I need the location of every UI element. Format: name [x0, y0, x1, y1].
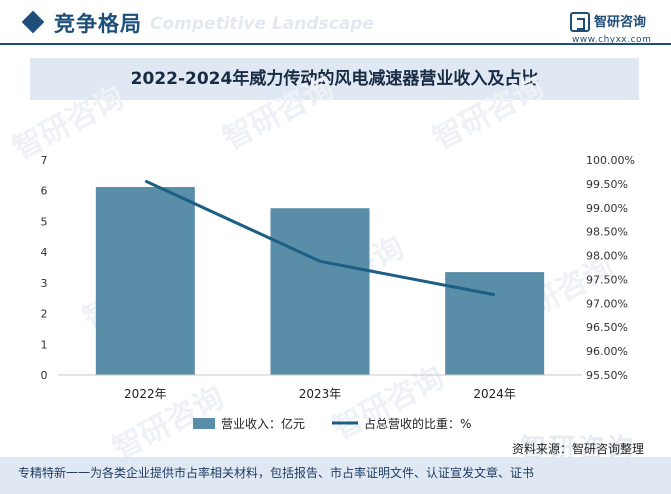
- footer-band: [0, 457, 671, 494]
- legend-line-label: 占总营收的比重：%: [364, 416, 471, 431]
- y-left-tick: 7: [41, 154, 48, 167]
- y-right-tick: 98.50%: [586, 226, 628, 239]
- source-note: 资料来源：智研咨询整理: [512, 442, 645, 456]
- line-layer: [144, 179, 495, 297]
- watermark-text: 智研咨询: [7, 80, 129, 167]
- bar-2: [270, 208, 370, 375]
- y-right-tick: 97.00%: [586, 297, 628, 310]
- y-left-tick: 4: [41, 246, 48, 259]
- y-right-tick: 96.00%: [586, 345, 628, 358]
- x-tick-label: 2023年: [299, 387, 342, 401]
- watermark-text: 智研咨询: [427, 70, 549, 157]
- bar-1: [95, 187, 195, 375]
- legend-bar-label: 营业收入：亿元: [221, 416, 305, 431]
- y-right-tick: 99.00%: [586, 202, 628, 215]
- brand-logo-icon: [570, 12, 590, 32]
- y-left-tick: 0: [41, 369, 48, 382]
- y-right-tick: 98.00%: [586, 250, 628, 263]
- legend-layer: 营业收入：亿元 占总营收的比重：%: [193, 416, 471, 431]
- brand-url: www.chyxx.com: [572, 35, 652, 45]
- y-left-tick: 1: [41, 338, 48, 351]
- y-right-tick: 96.50%: [586, 321, 628, 334]
- watermark-text: 智研咨询: [217, 70, 339, 157]
- footer-text: 专精特新一一为各类企业提供市占率相关材料，包括报告、市占率证明文件、认证宣发文章…: [18, 466, 535, 480]
- x-tick-label: 2024年: [473, 387, 516, 401]
- y-left-tick: 3: [41, 277, 48, 290]
- header-divider: [0, 43, 671, 45]
- chart-title: 2022-2024年威力传动的风电减速器营业收入及占比: [130, 69, 539, 89]
- x-tick-label: 2022年: [124, 387, 167, 401]
- y-left-tick: 6: [41, 185, 48, 198]
- y-right-tick: 100.00%: [586, 154, 635, 167]
- page-title: 竞争格局: [54, 12, 142, 36]
- y-right-tick: 97.50%: [586, 273, 628, 286]
- y-left-tick: 2: [41, 308, 48, 321]
- bars-layer: [95, 187, 545, 375]
- brand-name: 智研咨询: [594, 15, 647, 30]
- header-ghost-text: Competitive Landscape: [150, 14, 374, 34]
- share-line: [144, 179, 495, 297]
- y-right-tick: 95.50%: [586, 369, 628, 382]
- y-left-tick: 5: [41, 215, 48, 228]
- chart-title-band: [30, 58, 639, 100]
- axis-layer: 0 1 2 3 4 5 6 7 95.50% 96.00% 96.50% 97.00% 97.50% 98…: [41, 154, 635, 401]
- y-right-tick: 99.50%: [586, 178, 628, 191]
- legend-bar-swatch: [193, 418, 215, 429]
